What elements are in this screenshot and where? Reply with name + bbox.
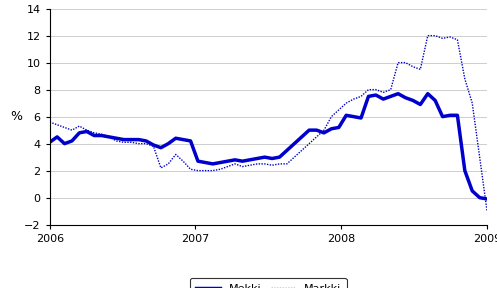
- Markki: [173, 153, 179, 156]
- Mekki: [173, 137, 179, 140]
- Mekki: [484, 197, 490, 201]
- Markki: [195, 169, 201, 172]
- Mekki: [121, 138, 127, 141]
- Mekki: [158, 146, 164, 149]
- Markki: [484, 209, 490, 213]
- Mekki: [321, 131, 327, 134]
- Line: Mekki: Mekki: [50, 94, 487, 199]
- Mekki: [47, 141, 53, 144]
- Mekki: [187, 139, 193, 143]
- Mekki: [395, 92, 401, 95]
- Line: Markki: Markki: [50, 36, 487, 211]
- Y-axis label: %: %: [10, 110, 22, 123]
- Markki: [47, 120, 53, 124]
- Markki: [121, 141, 127, 144]
- Markki: [321, 128, 327, 132]
- Markki: [187, 168, 193, 171]
- Markki: [425, 34, 431, 37]
- Markki: [158, 166, 164, 170]
- Mekki: [195, 160, 201, 163]
- Legend: Mekki, Markki: Mekki, Markki: [190, 278, 346, 288]
